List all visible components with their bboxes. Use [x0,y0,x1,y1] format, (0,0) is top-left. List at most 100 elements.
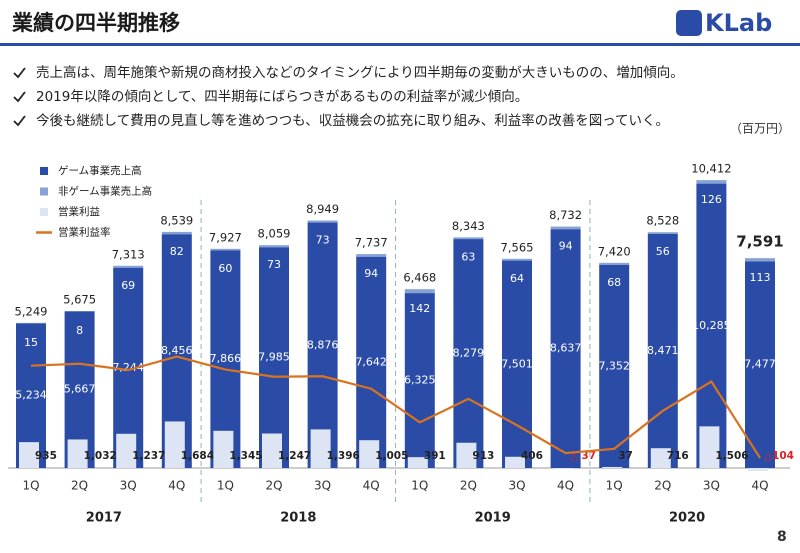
total-label: 8,732 [549,208,582,222]
profit-label: 1,005 [375,450,408,462]
sales-bar [307,220,338,223]
bar-value-label: 7,501 [501,357,533,370]
sales-bar [404,289,435,294]
profit-bar [699,426,720,468]
profit-bar [262,433,282,468]
bar-value-label: 8,279 [453,347,485,360]
profit-bar [407,457,428,468]
profit-label: 406 [521,450,543,462]
profit-bar [553,468,574,470]
bar-value-label: 10,285 [692,319,731,332]
profit-label: 391 [424,450,446,462]
sales-bar [745,261,775,468]
bar-value-label: 56 [656,245,670,258]
sales-bar [550,226,581,230]
bar-value-label: 94 [364,267,378,280]
bar-value-label: 142 [409,302,430,315]
sales-bar [696,183,727,468]
bar-value-label: 15 [24,336,38,349]
profit-bar [602,466,623,468]
profit-label: 1,345 [229,450,262,462]
unit-label: （百万円） [730,122,790,136]
profit-bar [359,440,380,468]
profit-bar [213,430,234,468]
bar-value-label: 8 [76,324,83,337]
bar-value-label: 8,637 [550,342,582,355]
x-tick-label: 4Q [751,479,768,493]
x-tick-label: 4Q [557,479,574,493]
sales-bar [599,264,630,468]
sales-bar [161,231,192,235]
profit-bar [310,429,331,468]
sales-bar [550,229,581,468]
bar-value-label: 8,876 [307,338,339,351]
profit-bar [19,442,39,468]
bar-value-label: 73 [316,234,330,247]
slide-title: 業績の四半期推移 [12,11,180,35]
legend-swatch [40,187,48,196]
sales-bar [259,247,289,468]
bar-value-label: 113 [750,271,771,284]
bar-value-label: 64 [510,272,524,285]
sales-bar [453,237,484,240]
page-number: 8 [777,529,787,545]
bullet-text: 2019年以降の傾向として、四半期毎にばらつきがあるものの利益率が減少傾向。 [36,88,528,105]
total-label: 6,468 [403,271,436,285]
profit-bar [67,439,88,468]
bar-value-label: 7,477 [744,358,776,371]
legend-label: ゲーム事業売上高 [58,164,142,177]
sales-bar [647,232,678,234]
year-label: 2018 [280,511,316,526]
check-icon [13,67,26,79]
sales-bar [453,239,484,468]
check-icon [13,115,26,127]
bar-value-label: 8,456 [161,344,193,357]
x-tick-label: 3Q [703,479,720,493]
total-label: 8,539 [160,213,193,227]
bar-value-label: 69 [121,279,135,292]
year-label: 2019 [475,511,511,526]
x-tick-label: 1Q [606,479,623,493]
legend-label: 営業利益率 [58,226,111,239]
total-label: 8,949 [306,202,339,216]
x-tick-label: 4Q [168,479,185,493]
sales-bar [745,258,775,262]
total-label: 5,675 [63,293,96,307]
profit-label: 1,396 [327,450,360,462]
bar-value-label: 126 [701,193,722,206]
sales-bar [599,262,630,265]
bar-value-label: 73 [267,258,281,271]
logo: KLab [676,9,772,37]
profit-label: 37 [618,450,633,462]
total-label: 8,528 [646,214,679,228]
profit-label: 1,684 [181,450,214,462]
sales-bar [259,245,289,248]
x-tick-label: 1Q [217,479,234,493]
profit-bar [748,468,768,471]
total-label: 7,737 [355,236,388,250]
sales-bar [696,180,727,184]
x-tick-label: 1Q [411,479,428,493]
profit-label: 716 [667,450,689,462]
bar-value-label: 5,234 [15,389,47,402]
profit-label: 1,506 [715,450,748,462]
legend-label: 営業利益 [58,205,100,218]
bar-value-label: 7,866 [210,352,242,365]
legend-swatch [40,208,48,216]
bar-value-label: 7,642 [355,355,387,368]
bar-value-label: 7,244 [112,361,144,374]
bar-value-label: 6,325 [404,374,436,387]
total-label: 8,059 [258,227,291,241]
bar-value-label: 68 [607,276,621,289]
profit-bar [650,448,671,468]
legend-swatch [40,167,48,175]
total-label: 7,565 [501,240,534,254]
x-tick-label: 4Q [363,479,380,493]
sales-bar [502,260,532,468]
sales-bar [502,258,532,261]
sales-bar [307,222,338,468]
profit-label: △104 [764,450,794,462]
bullet-text: 今後も継続して費用の見直し等を進めつつも、収益機会の拡充に取り組み、利益率の改善… [36,112,669,129]
